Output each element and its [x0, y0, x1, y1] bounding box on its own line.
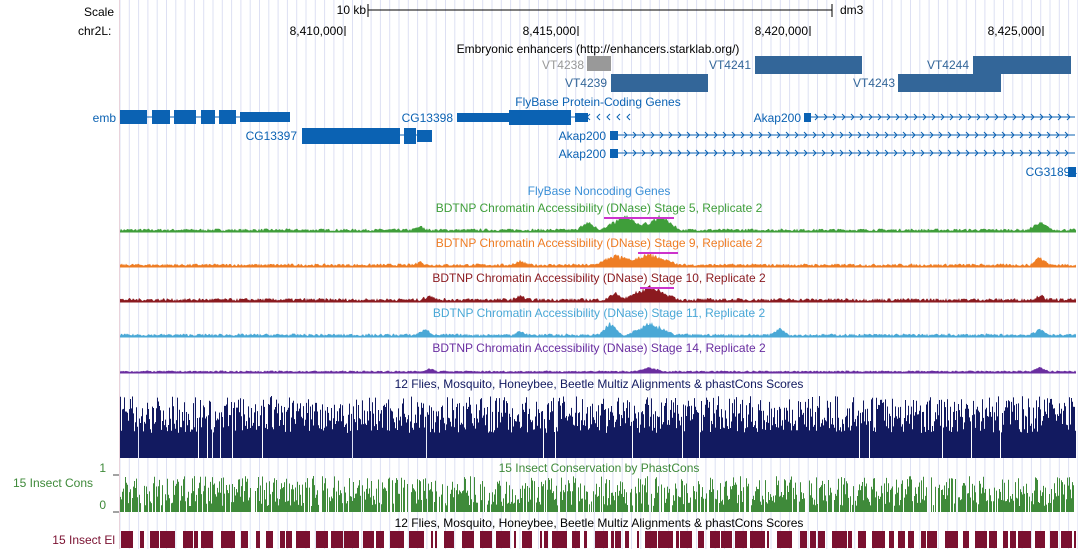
multiz-track[interactable]: [120, 396, 1076, 458]
enhancer-vt4241[interactable]: [755, 56, 862, 74]
noncoding-track-title[interactable]: FlyBase Noncoding Genes: [527, 184, 671, 198]
enhancer-vt4243[interactable]: [898, 74, 1001, 92]
gene-akap200-2[interactable]: [610, 131, 1075, 140]
dnase-stage14-track[interactable]: [120, 366, 1076, 374]
gene-label[interactable]: CG31894: [1025, 165, 1077, 179]
signal-clip-markers: [604, 217, 678, 289]
gene-label[interactable]: CG13397: [245, 129, 297, 143]
gene-akap200-1[interactable]: [804, 113, 1075, 122]
dnase-stage11-track[interactable]: [120, 322, 1076, 338]
enhancer-label[interactable]: VT4243: [852, 76, 895, 90]
enhancer-label[interactable]: VT4244: [926, 58, 969, 72]
gene-label[interactable]: Akap200: [558, 129, 606, 143]
enhancer-vt4244[interactable]: [973, 56, 1071, 74]
gene-track-title[interactable]: FlyBase Protein-Coding Genes: [515, 95, 681, 109]
enhancer-label[interactable]: VT4239: [564, 76, 607, 90]
gene-label[interactable]: Akap200: [558, 147, 606, 161]
scale-bar-label: 10 kb: [336, 3, 366, 17]
dnase-stage11-title[interactable]: BDTNP Chromatin Accessibility (DNase) St…: [432, 306, 766, 320]
gene-track[interactable]: [120, 110, 1076, 177]
dnase-stage9-track[interactable]: [120, 252, 1076, 268]
elements-side-label[interactable]: 15 Insect El: [52, 533, 115, 547]
phastcons-track-title[interactable]: 15 Insect Conservation by PhastCons: [498, 461, 700, 475]
scale-label: Scale: [84, 5, 115, 19]
dnase-stage9-title[interactable]: BDTNP Chromatin Accessibility (DNase) St…: [435, 236, 763, 250]
dnase-stage5-title[interactable]: BDTNP Chromatin Accessibility (DNase) St…: [435, 201, 763, 215]
gene-cg31894[interactable]: [1068, 167, 1076, 177]
gene-label[interactable]: Akap200: [753, 111, 801, 125]
ruler-tick-label: 8,420,000: [754, 24, 808, 38]
dnase-stage10-track[interactable]: [120, 284, 1076, 303]
enhancer-vt4238[interactable]: [587, 56, 611, 71]
gene-cg13398[interactable]: [457, 110, 588, 125]
gene-akap200-3[interactable]: [610, 149, 1075, 158]
enhancer-track-title[interactable]: Embryonic enhancers (http://enhancers.st…: [456, 42, 740, 56]
phastcons-track[interactable]: [113, 474, 1074, 513]
enhancer-vt4239[interactable]: [611, 74, 708, 92]
multiz-track-title[interactable]: 12 Flies, Mosquito, Honeybee, Beetle Mul…: [394, 377, 804, 391]
dnase-stage14-title[interactable]: BDTNP Chromatin Accessibility (DNase) St…: [432, 341, 766, 355]
ruler-tick-label: 8,425,000: [987, 24, 1041, 38]
enhancer-label[interactable]: VT4238: [541, 58, 584, 72]
dnase-stage5-track[interactable]: [120, 214, 1076, 233]
gene-label[interactable]: emb: [92, 111, 116, 125]
chrom-label: chr2L:: [78, 24, 112, 38]
gene-cg13397[interactable]: [302, 128, 432, 144]
elements-track-title[interactable]: 12 Flies, Mosquito, Honeybee, Beetle Mul…: [394, 516, 804, 530]
gene-emb[interactable]: [120, 110, 290, 124]
enhancer-label[interactable]: VT4241: [708, 58, 751, 72]
ruler-tick-label: 8,410,000: [289, 24, 343, 38]
phastcons-ymax: 1: [99, 461, 106, 475]
ruler-ticks: [344, 26, 1044, 36]
ruler-tick-label: 8,415,000: [522, 24, 576, 38]
phastcons-ymin: 0: [99, 498, 106, 512]
conserved-elements-track[interactable]: [121, 531, 1076, 548]
gene-label[interactable]: CG13398: [401, 111, 453, 125]
enhancer-track[interactable]: [587, 56, 1071, 92]
dnase-stage10-title[interactable]: BDTNP Chromatin Accessibility (DNase) St…: [432, 271, 766, 285]
phastcons-side-label[interactable]: 15 Insect Cons: [12, 476, 93, 490]
assembly-label: dm3: [840, 3, 864, 17]
